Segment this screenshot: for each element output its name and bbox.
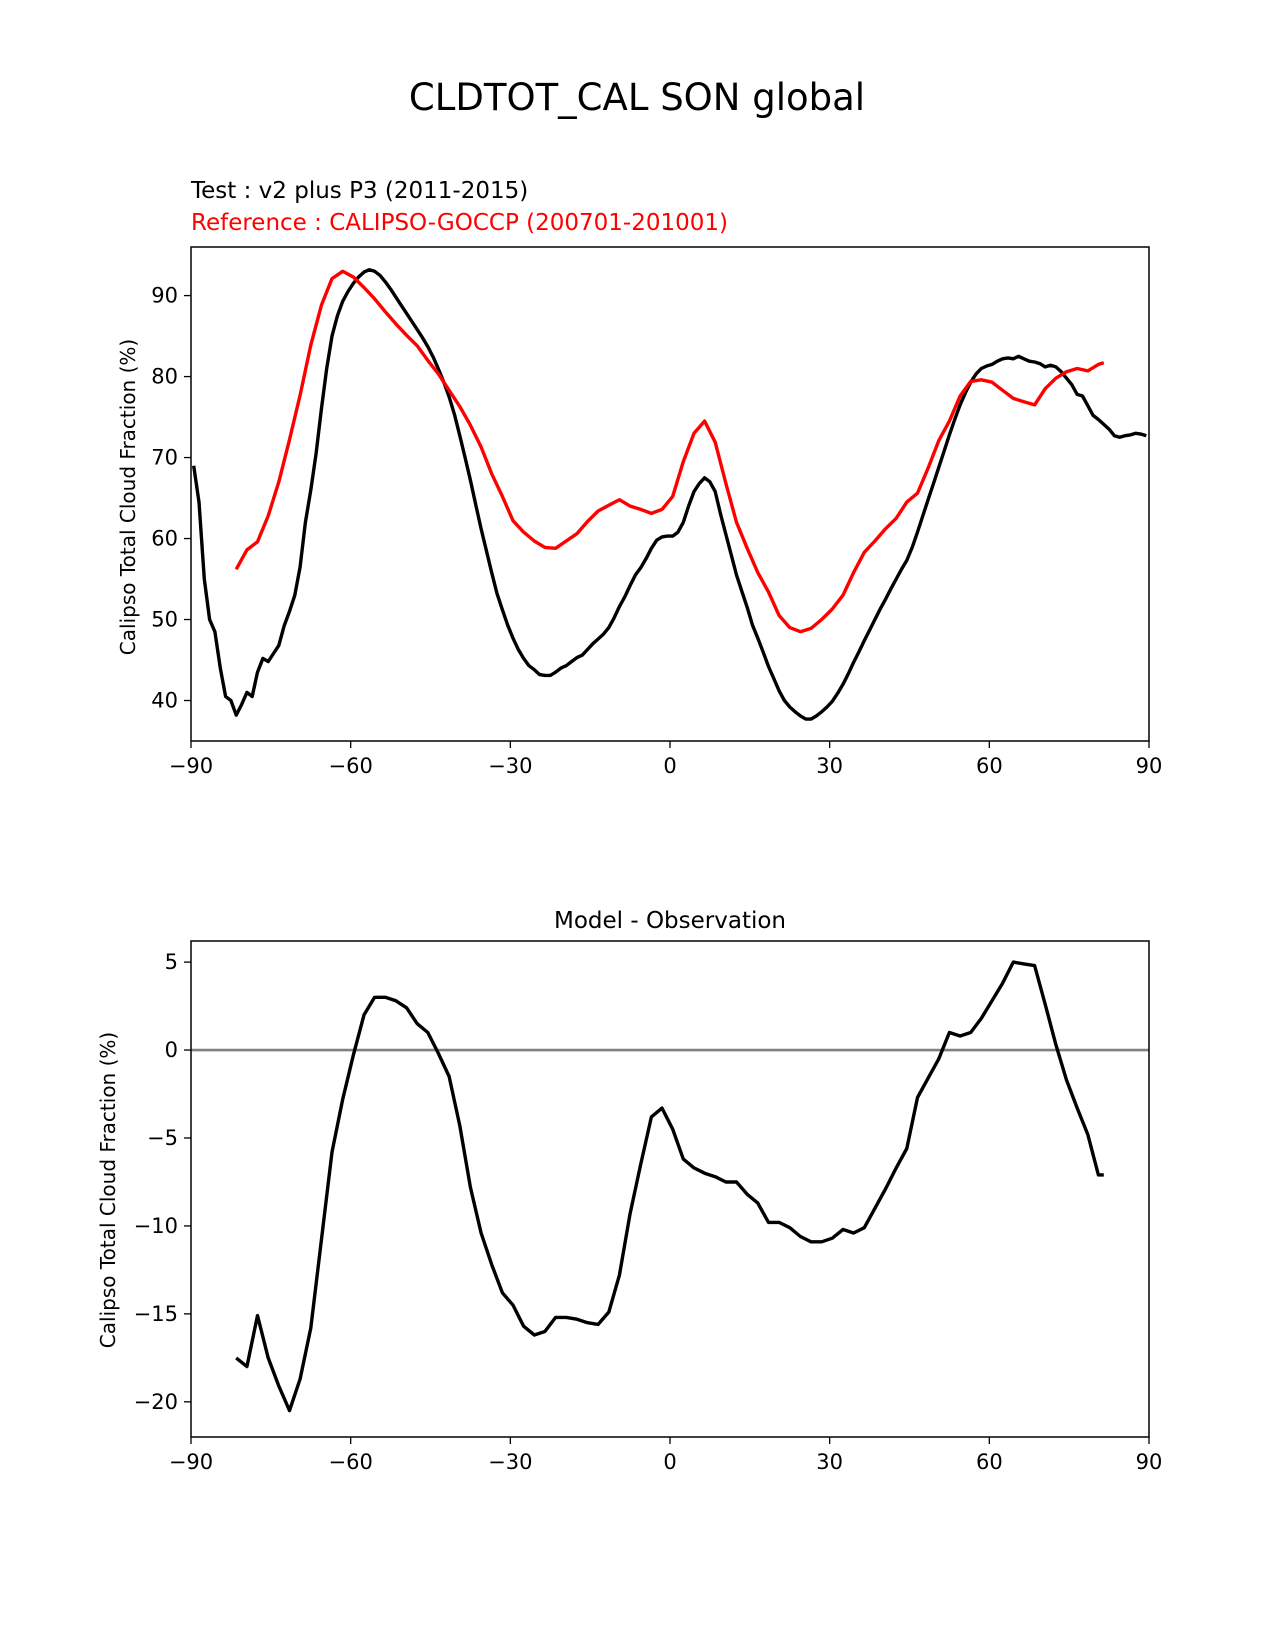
top-ytick-label: 60 — [151, 527, 178, 551]
bottom-ytick-label: 5 — [165, 950, 178, 974]
bottom-lines — [191, 960, 1149, 1413]
bottom-ticks: −90 −60 −30 0 30 60 90 −20 −15 −10 −5 0 5 — [134, 950, 1163, 1474]
top-xtick-label: 60 — [976, 754, 1003, 778]
diff-title: Model - Observation — [554, 908, 786, 934]
top-series-1-line — [234, 269, 1105, 634]
top-ytick-label: 90 — [151, 284, 178, 308]
top-xtick-label: 90 — [1136, 754, 1163, 778]
bottom-ytick-label: −10 — [134, 1214, 178, 1238]
top-ytick-label: 80 — [151, 365, 178, 389]
top-xtick-label: −90 — [169, 754, 213, 778]
bottom-xtick-label: −30 — [488, 1450, 532, 1474]
bottom-xtick-label: −60 — [329, 1450, 373, 1474]
top-ytick-label: 70 — [151, 446, 178, 470]
bottom-series-0-line — [235, 960, 1104, 1413]
top-xtick-label: −30 — [488, 754, 532, 778]
top-lines — [192, 268, 1147, 721]
test-label: Test : v2 plus P3 (2011-2015) — [190, 178, 528, 204]
top-ticks: −90 −60 −30 0 30 60 90 40 50 60 70 80 90 — [151, 284, 1162, 778]
bottom-panel: Model - Observation Calipso Total Cloud … — [96, 908, 1162, 1474]
reference-label: Reference : CALIPSO-GOCCP (200701-201001… — [191, 210, 728, 236]
bottom-ylabel: Calipso Total Cloud Fraction (%) — [96, 1032, 120, 1348]
top-ytick-label: 50 — [151, 608, 178, 632]
bottom-xtick-label: 60 — [976, 1450, 1003, 1474]
bottom-xtick-label: 30 — [816, 1450, 843, 1474]
bottom-ytick-label: 0 — [165, 1038, 178, 1062]
bottom-xtick-label: −90 — [169, 1450, 213, 1474]
top-axes-frame — [190, 246, 1150, 742]
bottom-ytick-label: −20 — [134, 1390, 178, 1414]
top-xtick-label: −60 — [329, 754, 373, 778]
top-xtick-label: 0 — [663, 754, 676, 778]
bottom-xtick-label: 90 — [1136, 1450, 1163, 1474]
top-ylabel: Calipso Total Cloud Fraction (%) — [116, 339, 140, 655]
bottom-ytick-label: −5 — [147, 1126, 178, 1150]
bottom-xtick-label: 0 — [663, 1450, 676, 1474]
figure-suptitle: CLDTOT_CAL SON global — [409, 76, 865, 119]
bottom-ytick-label: −15 — [134, 1302, 178, 1326]
top-series-0-line — [192, 268, 1147, 721]
top-panel: Test : v2 plus P3 (2011-2015) Reference … — [116, 178, 1162, 778]
top-ytick-label: 40 — [151, 689, 178, 713]
bottom-axes-frame — [190, 940, 1150, 1438]
top-xtick-label: 30 — [816, 754, 843, 778]
